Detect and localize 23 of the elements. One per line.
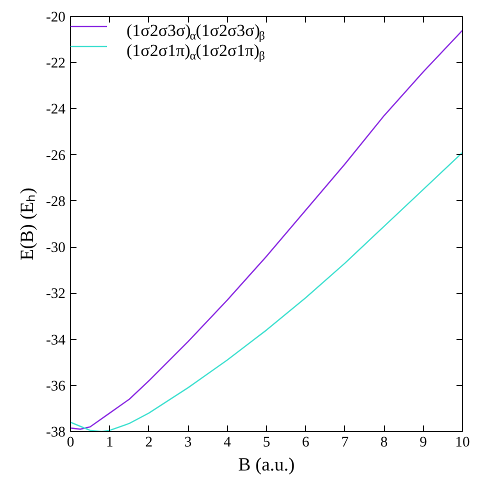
x-tick-label: 5	[262, 434, 270, 450]
x-tick-label: 8	[380, 434, 388, 450]
x-tick-label: 7	[341, 434, 349, 450]
y-tick-label: -32	[46, 286, 66, 302]
y-tick-label: -28	[46, 194, 66, 210]
x-tick-label: 0	[66, 434, 74, 450]
x-tick-label: 3	[184, 434, 192, 450]
x-axis-title: B (a.u.)	[238, 454, 295, 476]
x-tick-label: 9	[420, 434, 427, 450]
y-tick-label: -34	[46, 332, 66, 348]
y-tick-label: -38	[46, 424, 66, 440]
y-tick-label: -22	[46, 56, 66, 72]
y-axis-title: E(B) (Eₕ)	[16, 188, 38, 260]
y-tick-label: -36	[46, 378, 66, 394]
y-tick-label: -30	[46, 240, 66, 256]
x-tick-label: 4	[224, 434, 232, 450]
y-tick-label: -24	[46, 102, 66, 118]
x-tick-label: 6	[302, 434, 310, 450]
y-tick-label: -26	[46, 148, 66, 164]
y-tick-label: -20	[46, 10, 66, 26]
x-tick-label: 1	[106, 434, 114, 450]
x-tick-label: 2	[145, 434, 153, 450]
x-tick-label: 10	[455, 434, 470, 450]
